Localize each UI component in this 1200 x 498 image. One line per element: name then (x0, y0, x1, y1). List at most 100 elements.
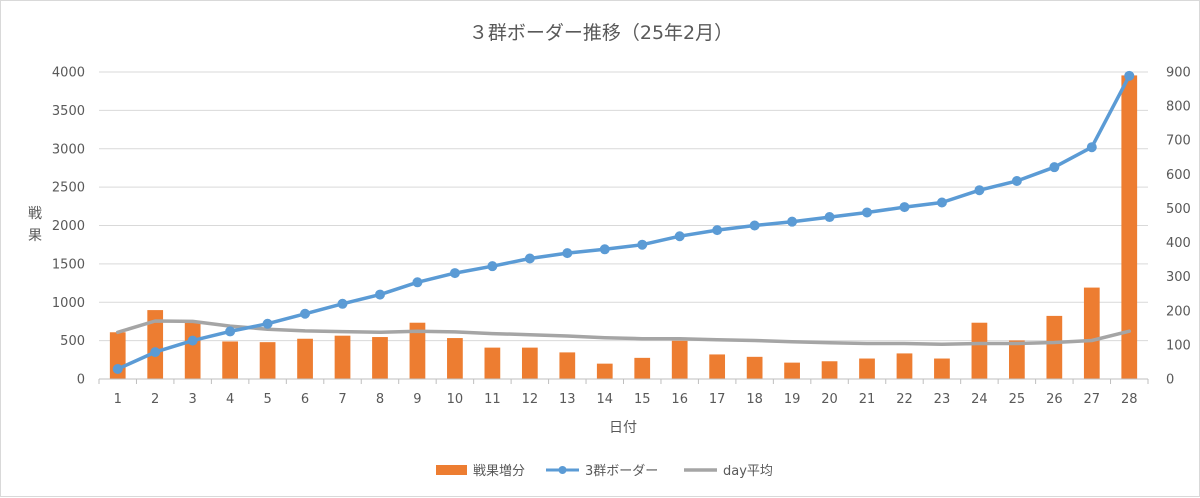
x-tick-label: 12 (522, 392, 539, 407)
bar (372, 337, 388, 379)
point (412, 277, 423, 288)
x-tick-label: 20 (821, 392, 838, 407)
bar (334, 335, 351, 379)
legend-marker (558, 466, 567, 474)
point (824, 212, 835, 223)
y2-tick-label: 100 (1166, 338, 1191, 353)
point (787, 216, 798, 227)
y2-tick-label: 200 (1166, 304, 1191, 319)
legend-label: 戦果増分 (473, 464, 525, 479)
y-axis-title-char: 果 (28, 228, 42, 244)
bar (821, 361, 838, 379)
x-tick-label: 15 (634, 392, 651, 407)
point (674, 231, 685, 242)
y-tick-label: 3500 (52, 104, 85, 119)
point (936, 197, 947, 208)
y-tick-label: 1000 (52, 296, 85, 311)
legend-swatch (436, 465, 467, 475)
y2-tick-label: 500 (1166, 202, 1191, 217)
x-tick-label: 28 (1121, 392, 1138, 407)
x-tick-label: 13 (559, 392, 576, 407)
bar (521, 347, 538, 379)
point (1011, 175, 1022, 186)
y2-tick-label: 300 (1166, 270, 1191, 285)
x-tick-label: 16 (671, 392, 688, 407)
bar (709, 354, 726, 379)
bar (934, 358, 950, 379)
y-tick-label: 2500 (52, 181, 85, 196)
bar (484, 347, 501, 379)
border-series (112, 70, 1135, 375)
y2-tick-label: 900 (1166, 66, 1191, 81)
point (150, 347, 161, 358)
point (487, 261, 498, 272)
y-tick-label: 1500 (52, 257, 85, 272)
y-tick-label: 2000 (52, 219, 85, 234)
y-axis-title-char: 戦 (28, 206, 42, 222)
point (599, 244, 610, 255)
y2-tick-label: 700 (1166, 134, 1191, 149)
bar (859, 358, 875, 379)
point (637, 239, 648, 250)
point (187, 335, 198, 346)
point (262, 318, 273, 329)
point (1124, 70, 1135, 81)
x-tick-label: 18 (746, 392, 763, 407)
bar (896, 353, 913, 379)
legend-label: 3群ボーダー (585, 464, 658, 479)
x-tick-label: 10 (447, 392, 464, 407)
series-line (115, 319, 1132, 346)
x-tick-label: 25 (1009, 392, 1026, 407)
x-tick-label: 23 (934, 392, 951, 407)
x-tick-label: 14 (596, 392, 613, 407)
bar (1009, 340, 1025, 379)
y-tick-label: 3000 (52, 142, 85, 157)
point (374, 289, 385, 300)
x-tick-label: 17 (709, 392, 726, 407)
point (862, 207, 873, 218)
bar (184, 322, 201, 379)
day-average-series (115, 319, 1132, 346)
bar (596, 363, 613, 379)
x-tick-label: 21 (859, 392, 876, 407)
legend: 戦果増分 3群ボーダー day平均 (436, 464, 773, 479)
y2-tick-label: 800 (1166, 100, 1191, 115)
x-tick-label: 26 (1046, 392, 1063, 407)
bar (559, 352, 576, 379)
point (524, 253, 535, 264)
x-tick-label: 4 (226, 392, 234, 407)
bar (971, 322, 988, 379)
x-tick-label: 9 (413, 392, 421, 407)
bar (746, 356, 763, 379)
bar (147, 310, 164, 379)
bar (634, 357, 651, 379)
y-tick-label: 500 (60, 334, 85, 349)
bar-series (109, 75, 1138, 380)
series-line (115, 74, 1132, 371)
x-tick-label: 6 (301, 392, 309, 407)
point (974, 185, 985, 196)
gridlines (99, 71, 1148, 342)
bar (297, 338, 313, 379)
x-tick-label: 22 (896, 392, 913, 407)
x-tick-label: 27 (1084, 392, 1101, 407)
y-axis-title: 戦果 (28, 206, 42, 244)
bar (409, 322, 426, 379)
chart-title: ３群ボーダー推移（25年2月） (469, 22, 733, 44)
point (712, 225, 723, 236)
x-tick-label: 2 (151, 392, 159, 407)
y-tick-label: 4000 (52, 66, 85, 81)
y2-tick-label: 600 (1166, 168, 1191, 183)
x-tick-label: 5 (263, 392, 271, 407)
point (749, 220, 760, 231)
point (899, 202, 910, 213)
x-tick-label: 19 (784, 392, 801, 407)
x-tick-label: 3 (189, 392, 197, 407)
legend-label: day平均 (723, 464, 773, 479)
point (337, 298, 348, 309)
x-axis-title: 日付 (609, 420, 637, 436)
x-tick-label: 11 (484, 392, 501, 407)
y-tick-label: 0 (77, 373, 85, 388)
